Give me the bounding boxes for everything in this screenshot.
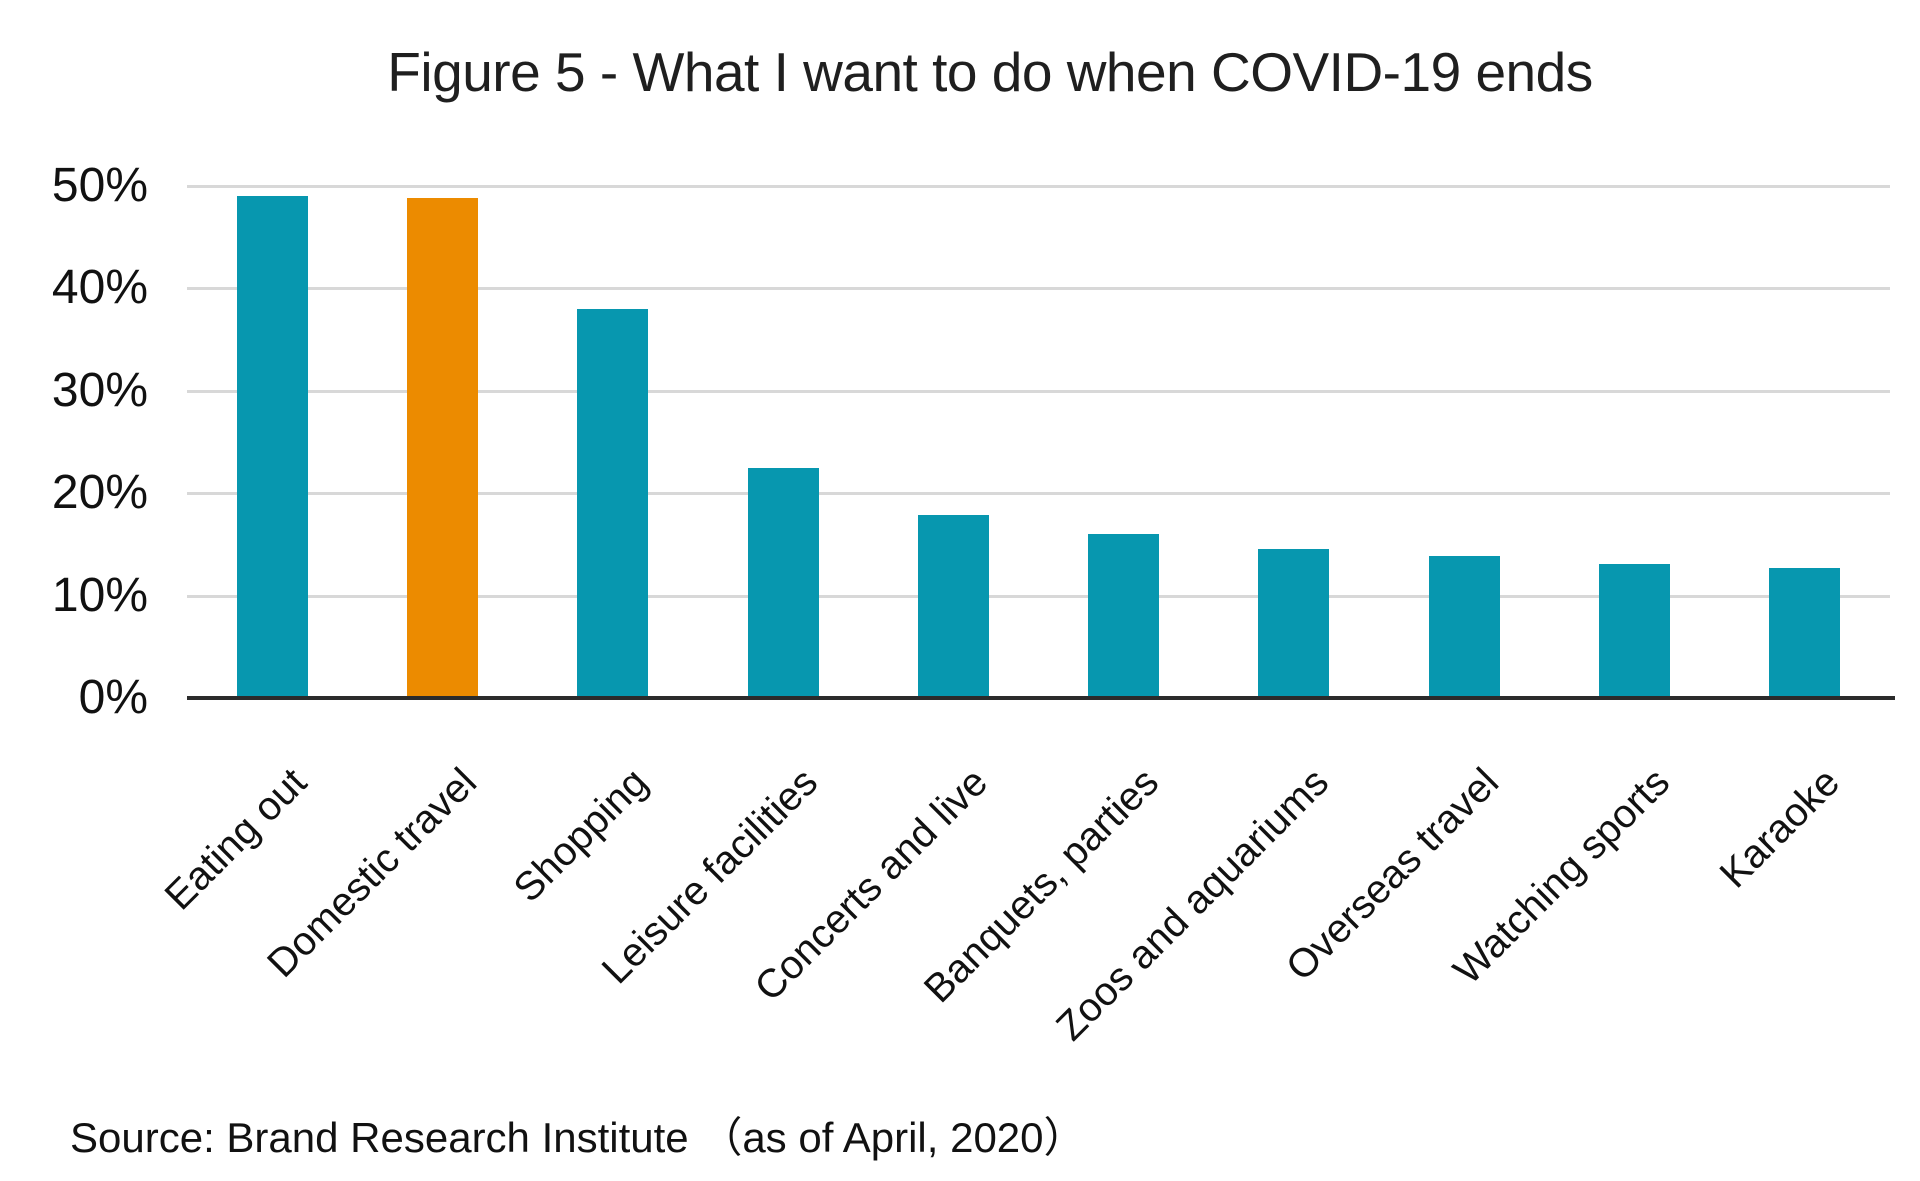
bar-karaoke (1769, 567, 1841, 698)
x-axis-line (187, 696, 1895, 700)
bar-overseas-travel (1428, 555, 1500, 698)
bar-banquets-parties (1088, 534, 1160, 698)
y-tick-label-20: 20% (51, 466, 148, 519)
y-tick-label-50: 50% (51, 158, 148, 212)
bar-domestic-travel (406, 197, 478, 698)
x-axis-label-karaoke: Karaoke (1711, 760, 1848, 897)
y-tick-label-30: 30% (51, 363, 148, 417)
gridline-50 (187, 184, 1890, 188)
y-tick-label-0: 0% (78, 671, 148, 724)
chart-title: Figure 5 - What I want to do when COVID-… (387, 41, 1593, 103)
x-axis-label-shopping: Shopping (505, 760, 656, 911)
source-note: Source: Brand Research Institute （as of … (70, 1114, 1086, 1161)
gridline-20 (187, 492, 1890, 495)
bar-concerts-and-live (917, 514, 989, 698)
bar-watching-sports (1599, 563, 1671, 698)
y-tick-label-40: 40% (51, 261, 148, 314)
bar-leisure-facilities (747, 468, 819, 698)
bar-shopping (577, 308, 649, 698)
gridline-30 (187, 389, 1890, 393)
x-axis-label-eating-out: Eating out (156, 760, 316, 919)
gridline-10 (187, 594, 1890, 598)
bar-eating-out (236, 195, 308, 698)
gridline-40 (187, 287, 1890, 290)
bar-zoos-and-aquariums (1258, 549, 1330, 698)
y-tick-label-10: 10% (51, 568, 148, 622)
